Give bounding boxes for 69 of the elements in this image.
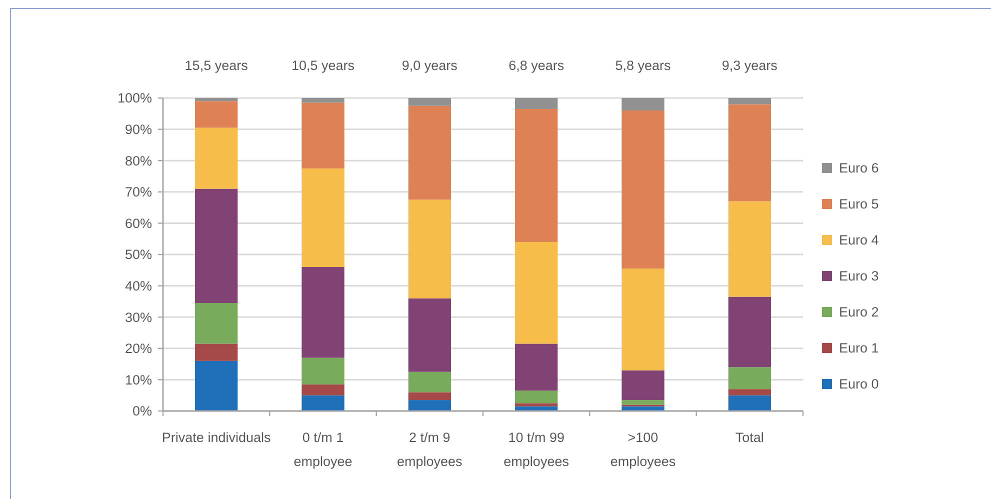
bar: [622, 370, 664, 400]
bar: [728, 98, 771, 104]
bar: [622, 268, 664, 370]
legend-label: Euro 3: [839, 268, 879, 284]
bar: [195, 303, 238, 344]
bar: [622, 110, 664, 269]
y-tick-label: 0%: [132, 404, 152, 419]
bar: [515, 344, 558, 391]
bar: [302, 98, 344, 103]
bar: [302, 168, 344, 268]
bar: [728, 104, 771, 202]
legend-label: Euro 2: [839, 304, 879, 320]
bar: [622, 400, 664, 405]
x-tick-label: >100 employees: [610, 430, 676, 469]
bar: [302, 395, 344, 411]
y-tick-label: 60%: [124, 216, 152, 231]
bar: [408, 372, 451, 392]
bar: [195, 101, 238, 128]
y-tick-label: 100%: [117, 90, 152, 106]
x-tick-label: Private individuals: [162, 430, 271, 445]
text: 10,5 years: [291, 58, 355, 73]
y-tick-label: 90%: [124, 122, 152, 138]
bar: [728, 395, 771, 411]
legend-label: Euro 5: [839, 196, 879, 212]
bar: [728, 389, 771, 396]
y-tick-label: 30%: [124, 310, 152, 325]
bar: [408, 106, 451, 200]
bar: [408, 200, 451, 298]
bar: [515, 98, 558, 109]
bar: [302, 358, 344, 384]
legend-label: Euro 0: [839, 376, 879, 392]
x-tick-label: 10 t/m 99 employees: [504, 430, 570, 469]
legend-label: Euro 6: [839, 160, 879, 176]
bar: [302, 102, 344, 168]
legend-label: Euro 1: [839, 340, 879, 356]
y-tick-label: 40%: [124, 278, 152, 294]
bar: [408, 298, 451, 372]
bar: [195, 128, 238, 189]
bar: [515, 403, 558, 406]
bar: [195, 344, 238, 361]
bar: [195, 188, 238, 304]
x-tick-label: 2 t/m 9 employees: [397, 430, 463, 469]
y-tick-label: 20%: [124, 341, 152, 356]
legend-label: Euro 4: [839, 232, 880, 248]
bar: [515, 390, 558, 404]
text: 6,8 years: [508, 58, 564, 73]
bar: [515, 242, 558, 344]
bar: [728, 296, 771, 368]
bar: [728, 201, 771, 297]
y-tick-label: 70%: [124, 184, 152, 200]
bar: [622, 98, 664, 111]
x-tick-label: Total: [735, 430, 764, 445]
bar: [302, 267, 344, 358]
y-tick-label: 80%: [124, 153, 152, 168]
bar: [408, 98, 451, 106]
bar: [515, 108, 558, 242]
y-tick-label: 10%: [124, 372, 152, 388]
bar: [408, 400, 451, 411]
text: 9,0 years: [402, 58, 458, 73]
x-tick-label: 0 t/m 1 employee: [294, 430, 352, 469]
bar: [195, 98, 238, 102]
text: 15,5 years: [184, 58, 248, 73]
text: 5,8 years: [615, 58, 672, 73]
bar: [728, 367, 771, 390]
bar: [408, 392, 451, 400]
bar: [195, 360, 238, 411]
text: 9,3 years: [722, 58, 778, 73]
bar: [302, 384, 344, 396]
y-tick-label: 50%: [124, 247, 152, 262]
